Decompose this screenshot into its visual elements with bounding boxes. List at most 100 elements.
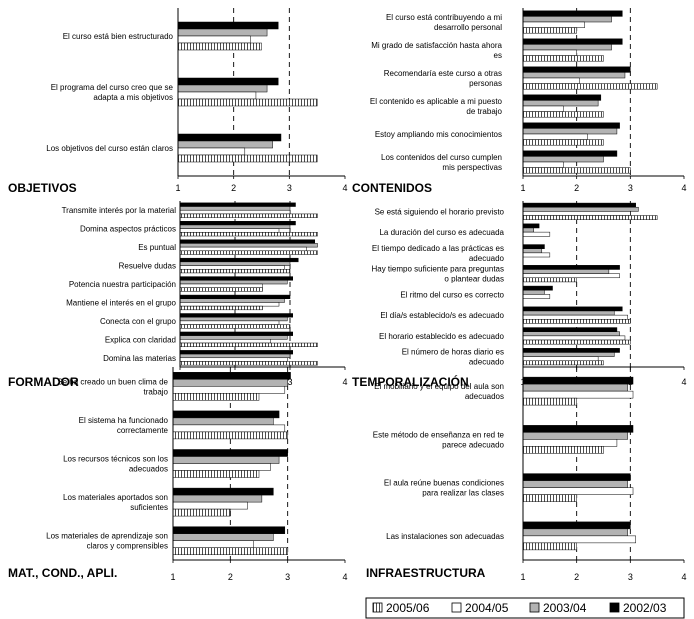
- bar-2002-03: [522, 285, 553, 291]
- bar-2004-05: [179, 320, 280, 325]
- tick-label: 2: [228, 572, 233, 582]
- bar-2002-03: [522, 122, 620, 129]
- bar-2005-06: [522, 167, 631, 174]
- legend-label: 2002/03: [623, 601, 667, 615]
- bar-2005-06: [522, 83, 658, 90]
- tick-label: 4: [681, 377, 686, 387]
- chart-title: OBJETIVOS: [8, 181, 77, 195]
- category-label: adecuado: [469, 254, 505, 263]
- category-label: Mantiene el interés en el grupo: [66, 298, 176, 307]
- category-label: desarrollo personal: [434, 23, 502, 32]
- bar-2004-05: [172, 463, 271, 471]
- legend-swatch: [372, 602, 383, 613]
- bar-2004-05: [172, 386, 286, 394]
- category-label: El sistema ha funcionado: [79, 416, 169, 425]
- bar-2005-06: [179, 250, 318, 255]
- bar-2002-03: [179, 313, 293, 318]
- category-label: Potencia nuestra participación: [69, 280, 176, 289]
- category-label: Los contenidos del curso cumplen: [381, 153, 502, 162]
- bar-2003-04: [179, 353, 291, 359]
- category-label: La duración del curso es adecuada: [379, 228, 504, 237]
- bar-2003-04: [177, 84, 268, 93]
- tick-label: 4: [342, 572, 347, 582]
- tick-label: 4: [342, 377, 347, 387]
- category-label: El programa del curso creo que se: [51, 83, 174, 92]
- tick-label: 4: [681, 183, 686, 193]
- category-label: El curso está bien estructurado: [63, 32, 174, 41]
- bar-2002-03: [522, 94, 602, 101]
- bar-2004-05: [522, 487, 634, 495]
- category-label: adecuados: [465, 392, 504, 401]
- bar-2003-04: [179, 206, 291, 211]
- category-label: El ritmo del curso es correcto: [400, 290, 504, 299]
- category-label: suficientes: [130, 503, 168, 512]
- bar-2005-06: [179, 232, 318, 237]
- bar-2002-03: [522, 10, 623, 17]
- tick-label: 3: [628, 572, 633, 582]
- bar-2004-05: [177, 147, 246, 156]
- category-label: El horario establecido es adecuado: [379, 332, 505, 341]
- bar-2002-03: [522, 202, 636, 208]
- bar-2005-06: [179, 287, 263, 292]
- category-label: Los materiales de aprendizaje son: [46, 532, 168, 541]
- bar-2002-03: [179, 294, 291, 300]
- tick-label: 2: [231, 183, 236, 193]
- bar-2002-03: [179, 276, 293, 281]
- category-label: parece adecuado: [442, 440, 504, 449]
- category-label: es: [494, 51, 502, 60]
- bar-2003-04: [522, 289, 545, 295]
- bar-2002-03: [522, 425, 634, 433]
- category-label: El día/s establecido/s es adecuado: [380, 311, 504, 320]
- bar-2003-04: [172, 379, 288, 387]
- category-label: para realizar las clases: [422, 489, 504, 498]
- bar-2005-06: [179, 213, 318, 218]
- bar-2005-06: [177, 42, 262, 51]
- bar-2003-04: [522, 352, 615, 357]
- bar-2003-04: [522, 206, 639, 212]
- bar-2002-03: [179, 221, 296, 226]
- category-label: Conecta con el grupo: [100, 317, 177, 326]
- category-label: Resuelve dudas: [119, 262, 176, 271]
- bar-2003-04: [522, 16, 612, 23]
- bar-2004-05: [177, 35, 251, 44]
- bar-2004-05: [522, 356, 599, 362]
- bar-2002-03: [177, 133, 282, 142]
- category-label: adecuados: [129, 465, 168, 474]
- bar-2003-04: [522, 480, 628, 488]
- bar-2002-03: [177, 77, 279, 86]
- bar-2004-05: [172, 424, 286, 433]
- category-label: El tiempo dedicado a las prácticas es: [372, 244, 504, 253]
- category-label: de trabajo: [466, 107, 502, 116]
- bar-2003-04: [522, 100, 599, 107]
- bar-2004-05: [179, 265, 285, 270]
- bar-2003-04: [522, 156, 604, 163]
- bar-2004-05: [179, 246, 307, 252]
- category-label: Los objetivos del curso están claros: [46, 144, 173, 153]
- category-label: Recomendaría este curso a otras: [384, 69, 502, 78]
- category-label: Es puntual: [138, 243, 176, 252]
- bar-2005-06: [522, 55, 604, 62]
- category-label: Se ha creado un buen clima de: [57, 377, 168, 386]
- bar-2005-06: [172, 470, 260, 478]
- legend-swatch: [529, 602, 540, 613]
- bar-2002-03: [522, 348, 620, 353]
- category-label: adapta a mis objetivos: [93, 93, 173, 102]
- bar-2005-06: [522, 397, 577, 406]
- bar-2002-03: [522, 521, 631, 530]
- category-label: correctamente: [117, 426, 169, 435]
- tick-label: 3: [287, 377, 292, 387]
- category-label: claros y comprensibles: [87, 542, 168, 551]
- bar-2005-06: [522, 446, 604, 454]
- bar-2005-06: [172, 431, 288, 440]
- bar-2002-03: [522, 150, 618, 157]
- bar-2003-04: [172, 456, 280, 464]
- bar-2005-06: [177, 154, 318, 163]
- bar-2002-03: [522, 38, 623, 45]
- tick-label: 3: [287, 183, 292, 193]
- bar-2005-06: [522, 277, 577, 283]
- bar-2003-04: [179, 298, 285, 303]
- chart-title: CONTENIDOS: [352, 181, 432, 195]
- bar-2003-04: [172, 417, 274, 426]
- bar-2003-04: [179, 261, 291, 266]
